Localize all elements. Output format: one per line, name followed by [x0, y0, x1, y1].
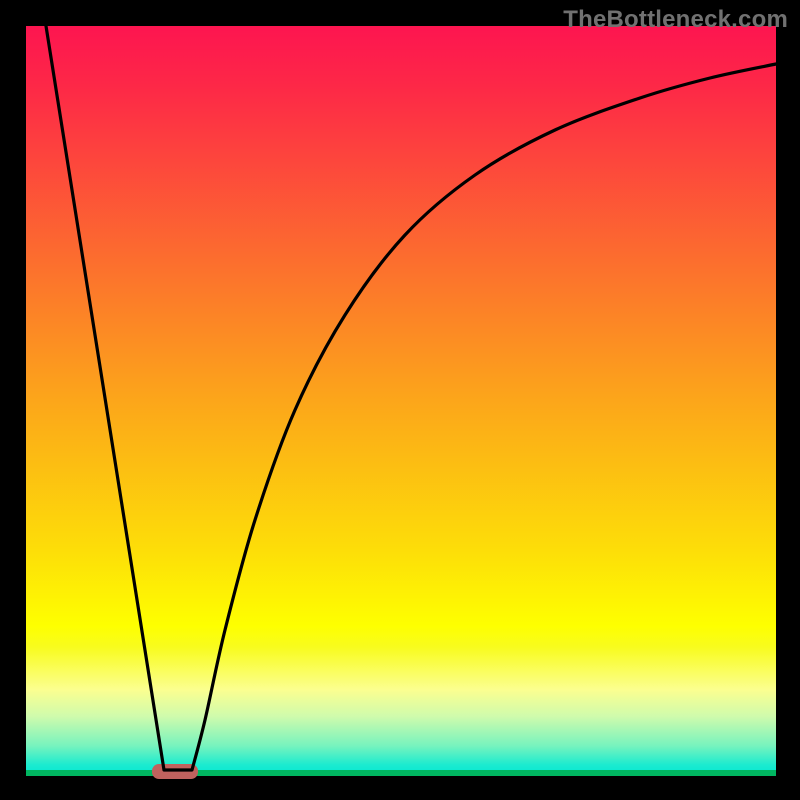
- watermark-text: TheBottleneck.com: [563, 6, 788, 34]
- green-band: [26, 770, 776, 776]
- gradient-panel: [26, 26, 776, 776]
- bottleneck-chart: [0, 0, 800, 800]
